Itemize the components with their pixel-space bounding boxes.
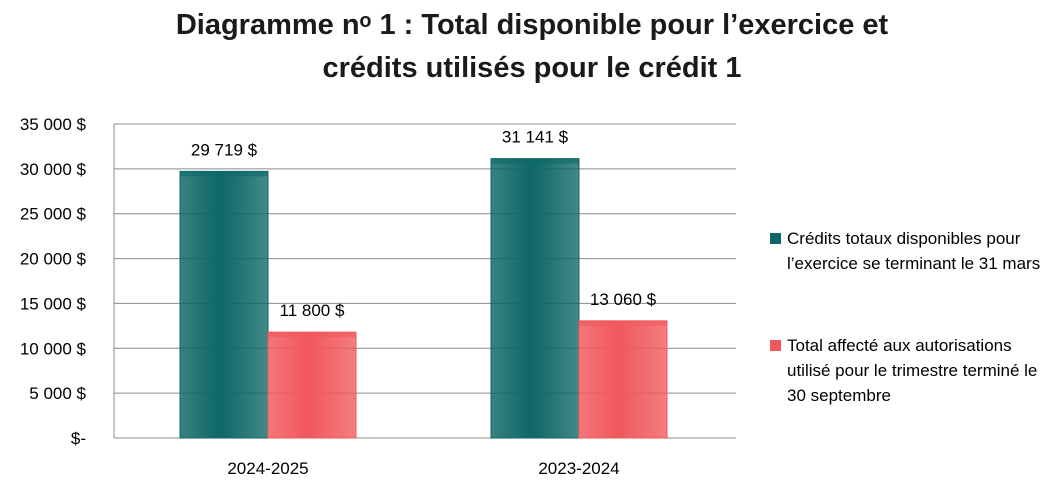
y-tick-label: $- xyxy=(71,429,86,448)
x-tick-label: 2023-2024 xyxy=(538,459,619,478)
legend-label-used: Total affecté aux autorisations utilisé … xyxy=(787,336,1038,405)
bar-top-bevel xyxy=(579,320,667,326)
data-label: 11 800 $ xyxy=(280,301,345,320)
bar-series-1 xyxy=(179,170,269,439)
y-tick-label: 5 000 $ xyxy=(29,384,86,403)
bar-top-bevel xyxy=(491,158,579,164)
y-tick-label: 20 000 $ xyxy=(20,250,87,269)
bar-series-2 xyxy=(578,320,668,439)
chart-title-line-1: Diagramme nᵒ 1 : Total disponible pour l… xyxy=(175,9,889,41)
y-tick-label: 30 000 $ xyxy=(20,160,87,179)
legend-label-available: Crédits totaux disponibles pour l’exerci… xyxy=(787,229,1041,273)
bar-series-2 xyxy=(267,331,357,439)
y-tick-label: 15 000 $ xyxy=(20,294,87,313)
x-tick-label: 2024-2025 xyxy=(227,459,308,478)
chart-title-line-2: crédits utilisés pour le crédit 1 xyxy=(322,52,742,84)
data-label: 31 141 $ xyxy=(502,128,569,147)
legend-swatch-red xyxy=(770,340,781,351)
y-tick-label: 25 000 $ xyxy=(20,205,87,224)
chart-title: Diagramme nᵒ 1 : Total disponible pour l… xyxy=(0,4,1054,90)
legend-swatch-teal xyxy=(770,233,781,244)
bar-series-1 xyxy=(490,158,580,439)
data-label: 29 719 $ xyxy=(191,140,258,159)
data-label: 13 060 $ xyxy=(590,290,657,309)
y-tick-label: 10 000 $ xyxy=(20,339,87,358)
y-tick-label: 35 000 $ xyxy=(20,115,87,134)
bar-top-bevel xyxy=(268,332,356,338)
bar-top-bevel xyxy=(180,171,268,177)
